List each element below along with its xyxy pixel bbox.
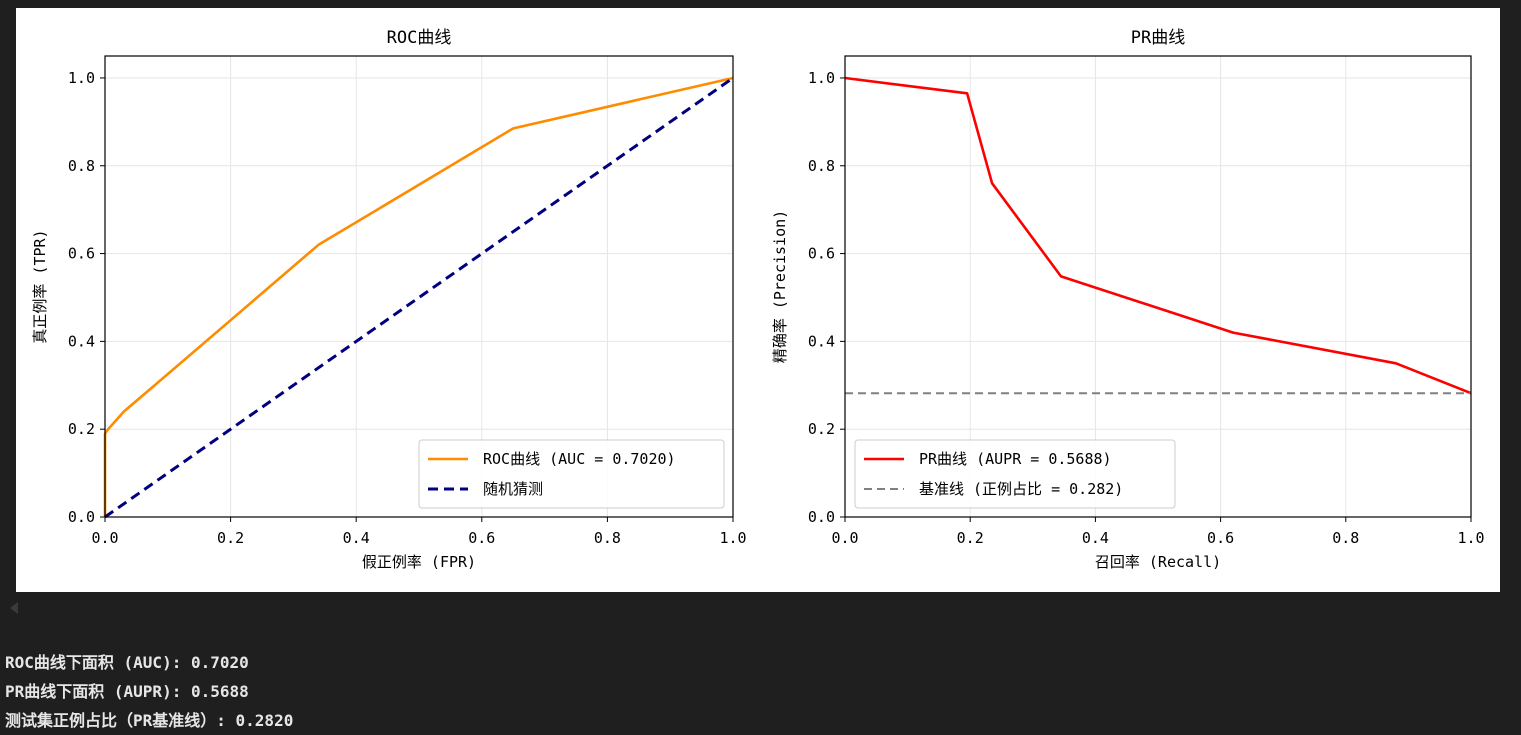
pr-legend-box [854, 439, 1176, 509]
collapse-output-icon[interactable] [10, 602, 18, 614]
pr-xtick-label: 0.8 [1332, 529, 1359, 547]
roc-ytick-label: 0.6 [68, 245, 95, 263]
figure-canvas: 0.0 0.2 0.4 0.6 0.8 1.0 0.0 0.2 0.4 0.6 0.8 1.0 ROC曲… [16, 8, 1500, 592]
roc-xtick-label: 0.2 [217, 529, 244, 547]
roc-legend-label-0: ROC曲线 (AUC = 0.7020) [483, 450, 676, 468]
pr-xtick-label: 0.0 [831, 529, 858, 547]
pr-ytick-label: 0.0 [808, 508, 835, 526]
roc-axes-frame [104, 55, 734, 518]
roc-chart: 0.0 0.2 0.4 0.6 0.8 1.0 0.0 0.2 0.4 0.6 0.8 1.0 ROC曲… [31, 28, 747, 571]
roc-ytick-label: 0.0 [68, 508, 95, 526]
pr-ytick-label: 1.0 [808, 69, 835, 87]
pr-ytick-label: 0.2 [808, 420, 835, 438]
roc-xtick-label: 1.0 [719, 529, 746, 547]
pr-chart: 0.0 0.2 0.4 0.6 0.8 1.0 0.0 0.2 0.4 0.6 0.8 1.0 PR曲线… [771, 28, 1485, 571]
pr-axes-frame [844, 55, 1472, 518]
charts-svg: 0.0 0.2 0.4 0.6 0.8 1.0 0.0 0.2 0.4 0.6 0.8 1.0 ROC曲… [31, 28, 1485, 571]
pr-ytick-label: 0.6 [808, 245, 835, 263]
pr-xlabel: 召回率 (Recall) [1095, 553, 1221, 571]
pr-ytick-label: 0.8 [808, 157, 835, 175]
pr-xtick-label: 1.0 [1457, 529, 1484, 547]
roc-xlabel: 假正例率 (FPR) [362, 553, 476, 571]
output-line-aupr: PR曲线下面积 (AUPR): 0.5688 [5, 682, 249, 701]
roc-ylabel: 真正例率 (TPR) [31, 229, 49, 343]
roc-xtick-label: 0.4 [343, 529, 370, 547]
pr-series-0-line [844, 76, 1472, 395]
pr-xtick-label: 0.4 [1082, 529, 1109, 547]
pr-title: PR曲线 [1131, 28, 1185, 48]
roc-xtick-label: 0.0 [91, 529, 118, 547]
cell-output: ROC曲线下面积 (AUC): 0.7020 PR曲线下面积 (AUPR): 0… [5, 648, 293, 735]
pr-ylabel: 精确率 (Precision) [771, 210, 789, 363]
output-line-baseline: 测试集正例占比（PR基准线）: 0.2820 [5, 711, 294, 730]
roc-xtick-label: 0.6 [468, 529, 495, 547]
pr-ytick-label: 0.4 [808, 332, 835, 350]
roc-ytick-label: 0.2 [68, 420, 95, 438]
roc-legend-label-1: 随机猜测 [483, 480, 543, 498]
output-line-auc: ROC曲线下面积 (AUC): 0.7020 [5, 653, 249, 672]
pr-xtick-label: 0.2 [957, 529, 984, 547]
roc-xtick-label: 0.8 [594, 529, 621, 547]
roc-ytick-label: 0.4 [68, 332, 95, 350]
pr-xtick-label: 0.6 [1207, 529, 1234, 547]
pr-legend-label-0: PR曲线 (AUPR = 0.5688) [919, 450, 1112, 468]
pr-legend-label-1: 基准线 (正例占比 = 0.282) [919, 480, 1123, 498]
roc-title: ROC曲线 [387, 28, 452, 48]
roc-ytick-label: 0.8 [68, 157, 95, 175]
roc-legend-box [418, 439, 725, 509]
roc-ytick-label: 1.0 [68, 69, 95, 87]
